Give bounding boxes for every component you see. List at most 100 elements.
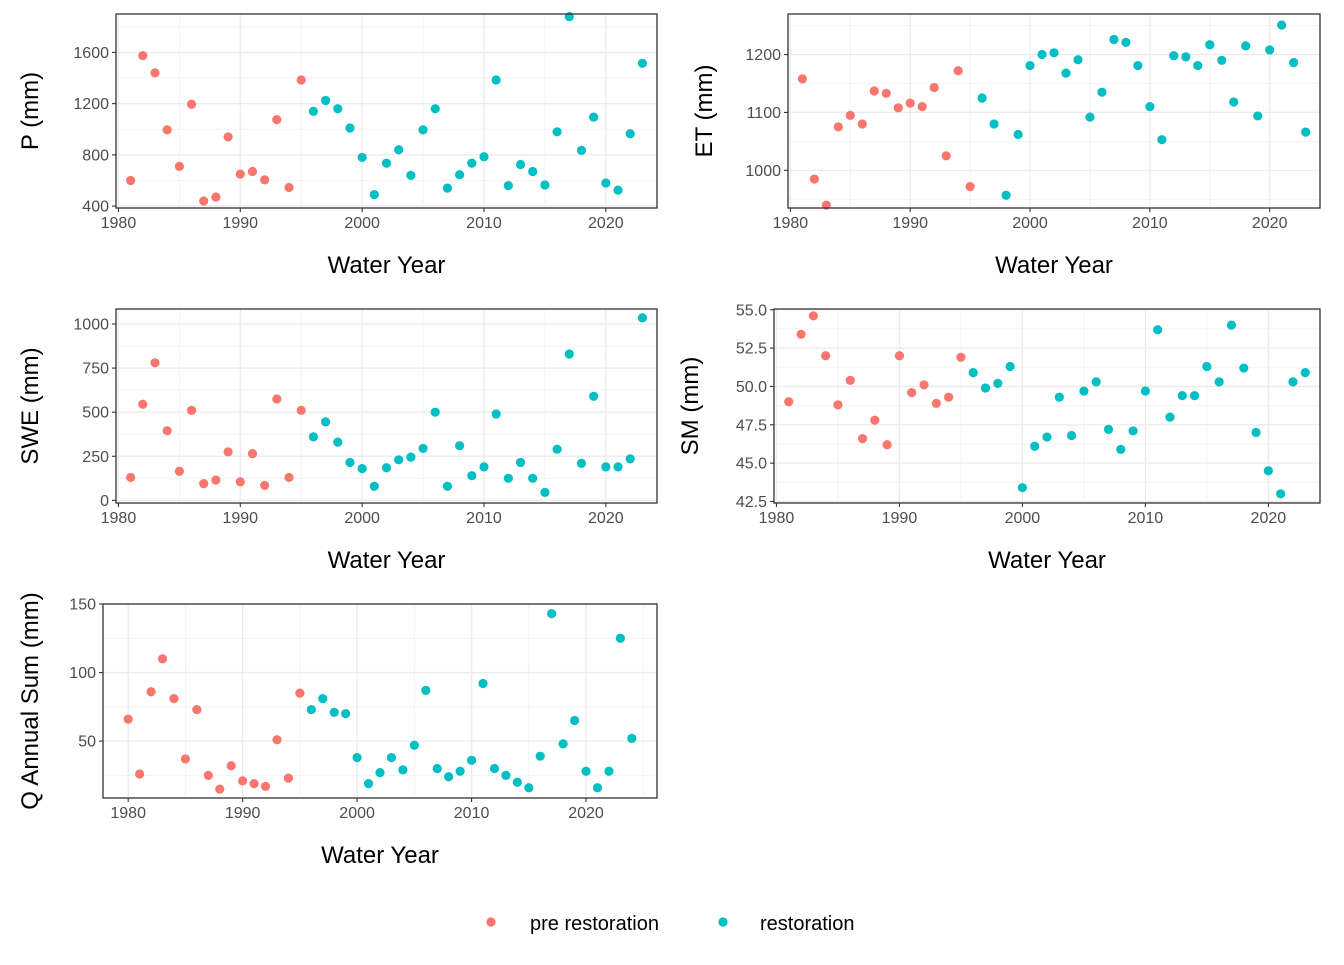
- x-tick-label: 2010: [1128, 510, 1164, 527]
- data-point-restoration: [1217, 55, 1227, 65]
- y-axis-title: SM (mm): [677, 357, 704, 456]
- data-point-restoration: [540, 487, 550, 498]
- data-point-restoration: [1202, 361, 1212, 372]
- data-point-restoration: [1229, 97, 1239, 107]
- data-point-pre-restoration: [211, 475, 221, 485]
- data-point-pre-restoration: [808, 311, 818, 321]
- data-point-restoration: [637, 58, 647, 68]
- x-tick-label: 2010: [1132, 215, 1168, 232]
- data-point-pre-restoration: [199, 479, 209, 489]
- data-point-restoration: [329, 707, 339, 717]
- data-point-pre-restoration: [223, 132, 233, 142]
- data-point-restoration: [1116, 444, 1126, 454]
- data-point-pre-restoration: [272, 735, 282, 745]
- data-point-restoration: [357, 464, 367, 474]
- data-point-pre-restoration: [797, 74, 807, 84]
- data-point-restoration: [1061, 68, 1071, 78]
- data-point-restoration: [1145, 102, 1155, 112]
- data-point-restoration: [1079, 386, 1089, 396]
- data-point-pre-restoration: [929, 82, 939, 93]
- y-tick-label: 150: [69, 597, 96, 614]
- data-point-pre-restoration: [186, 405, 197, 416]
- data-point-pre-restoration: [905, 98, 915, 108]
- data-point-pre-restoration: [833, 122, 843, 132]
- data-point-restoration: [1165, 412, 1175, 422]
- x-tick-label: 2010: [454, 805, 490, 822]
- data-point-pre-restoration: [965, 181, 975, 192]
- y-tick-label: 42.5: [736, 494, 767, 511]
- data-point-pre-restoration: [296, 75, 306, 85]
- y-tick-label: 1000: [73, 316, 109, 333]
- data-point-pre-restoration: [893, 103, 903, 113]
- data-point-restoration: [345, 123, 355, 133]
- legend-key-restoration: [718, 917, 728, 927]
- x-tick-label: 1980: [101, 510, 137, 527]
- data-point-pre-restoration: [833, 400, 843, 410]
- data-point-restoration: [394, 145, 404, 155]
- data-point-restoration: [467, 471, 477, 481]
- data-point-pre-restoration: [260, 480, 270, 490]
- data-point-restoration: [1073, 55, 1083, 65]
- x-tick-label: 1980: [110, 805, 146, 822]
- data-point-restoration: [1133, 60, 1143, 71]
- data-point-restoration: [320, 417, 331, 427]
- data-point-restoration: [547, 608, 557, 619]
- data-point-pre-restoration: [821, 351, 831, 361]
- data-point-restoration: [1277, 20, 1287, 30]
- plot-area: [116, 309, 657, 503]
- y-axis-title: P (mm): [17, 72, 44, 150]
- x-tick-label: 2020: [588, 510, 624, 527]
- data-point-restoration: [1085, 112, 1095, 122]
- x-tick-label: 2010: [466, 215, 502, 232]
- data-point-restoration: [398, 765, 408, 775]
- panel-border: [115, 308, 658, 504]
- data-point-restoration: [1265, 45, 1275, 55]
- data-point-pre-restoration: [272, 115, 282, 125]
- data-point-restoration: [369, 189, 379, 200]
- data-point-restoration: [558, 739, 568, 749]
- data-point-pre-restoration: [138, 51, 148, 61]
- legend-label: restoration: [760, 913, 855, 935]
- data-point-restoration: [444, 772, 454, 782]
- data-point-pre-restoration: [917, 102, 927, 112]
- data-point-restoration: [589, 112, 599, 122]
- x-tick-label: 2000: [1005, 510, 1041, 527]
- data-point-restoration: [406, 452, 416, 462]
- data-point-restoration: [381, 463, 392, 473]
- data-point-restoration: [308, 106, 318, 116]
- data-point-restoration: [1157, 135, 1167, 145]
- data-point-restoration: [333, 104, 343, 114]
- data-point-restoration: [352, 752, 362, 763]
- x-tick-label: 1980: [759, 510, 795, 527]
- data-point-pre-restoration: [894, 351, 905, 361]
- plot-area: [788, 14, 1320, 208]
- data-point-restoration: [1239, 363, 1249, 373]
- data-point-pre-restoration: [146, 687, 156, 697]
- data-point-pre-restoration: [235, 169, 245, 179]
- data-point-restoration: [613, 185, 623, 195]
- data-point-restoration: [968, 368, 978, 378]
- y-tick-label: 50.0: [736, 379, 767, 396]
- data-point-restoration: [1049, 48, 1059, 58]
- data-point-restoration: [455, 766, 465, 776]
- data-point-restoration: [576, 145, 587, 155]
- data-point-restoration: [1103, 424, 1114, 434]
- data-point-restoration: [491, 75, 501, 85]
- data-point-restoration: [369, 481, 379, 491]
- data-point-restoration: [592, 783, 603, 793]
- panel-border: [102, 603, 658, 799]
- data-point-restoration: [467, 158, 477, 168]
- data-point-restoration: [569, 715, 580, 726]
- y-tick-label: 800: [82, 147, 109, 164]
- x-axis-title: Water Year: [321, 842, 439, 869]
- y-tick-label: 250: [82, 449, 109, 466]
- data-point-restoration: [479, 462, 489, 472]
- x-tick-label: 2020: [588, 215, 624, 232]
- y-axis-title: Q Annual Sum (mm): [17, 592, 44, 809]
- data-point-pre-restoration: [247, 449, 258, 459]
- data-point-restoration: [1263, 466, 1273, 476]
- data-point-restoration: [528, 473, 538, 483]
- data-point-pre-restoration: [199, 196, 209, 206]
- data-point-restoration: [637, 313, 647, 323]
